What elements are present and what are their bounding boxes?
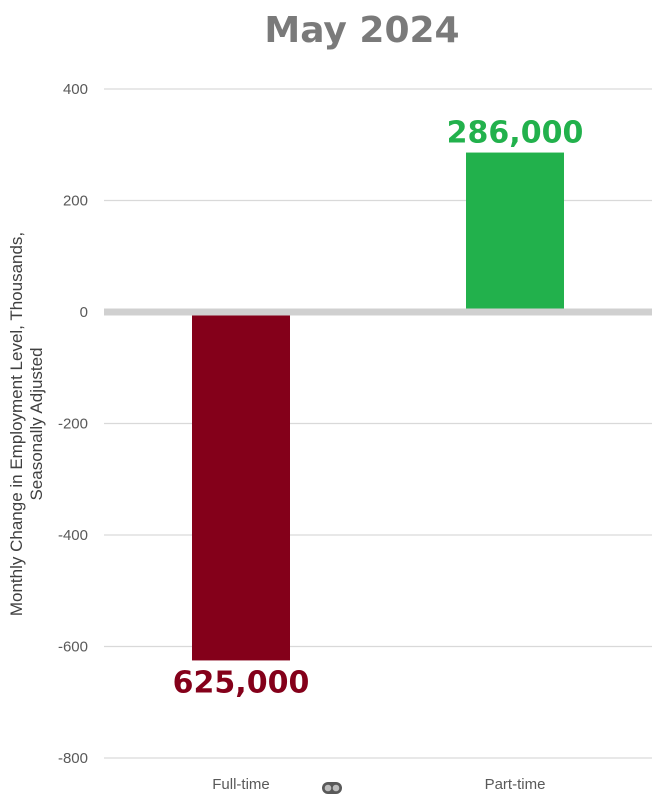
y-tick-label: -200 (58, 416, 88, 433)
x-category-label: Part-time (485, 776, 546, 793)
toggle-icon (322, 782, 342, 794)
bar-full-time (192, 312, 290, 661)
x-category-label: Full-time (212, 776, 270, 793)
data-label-full-time: 625,000 (173, 665, 310, 700)
y-axis-label-line-2: Seasonally Adjusted (27, 347, 46, 500)
bar-part-time (466, 152, 564, 312)
gridlines (104, 88, 652, 759)
bars (192, 152, 564, 661)
data-label-part-time: 286,000 (447, 116, 584, 151)
y-tick-label: -600 (58, 639, 88, 656)
y-axis-label: Monthly Change in Employment Level, Thou… (7, 232, 46, 616)
y-tick-label: 200 (63, 193, 88, 210)
y-tick-label: -800 (58, 750, 88, 767)
y-tick-label: -400 (58, 527, 88, 544)
y-axis-label-line-1: Monthly Change in Employment Level, Thou… (7, 232, 26, 616)
x-axis-categories: Full-time Part-time (212, 776, 545, 793)
y-tick-label: 0 (80, 304, 88, 321)
chart-title: May 2024 (264, 10, 459, 51)
y-tick-label: 400 (63, 81, 88, 98)
data-labels: 625,000 286,000 (173, 116, 584, 701)
y-axis-ticks: -800 -600 -400 -200 0 200 400 (58, 81, 88, 767)
